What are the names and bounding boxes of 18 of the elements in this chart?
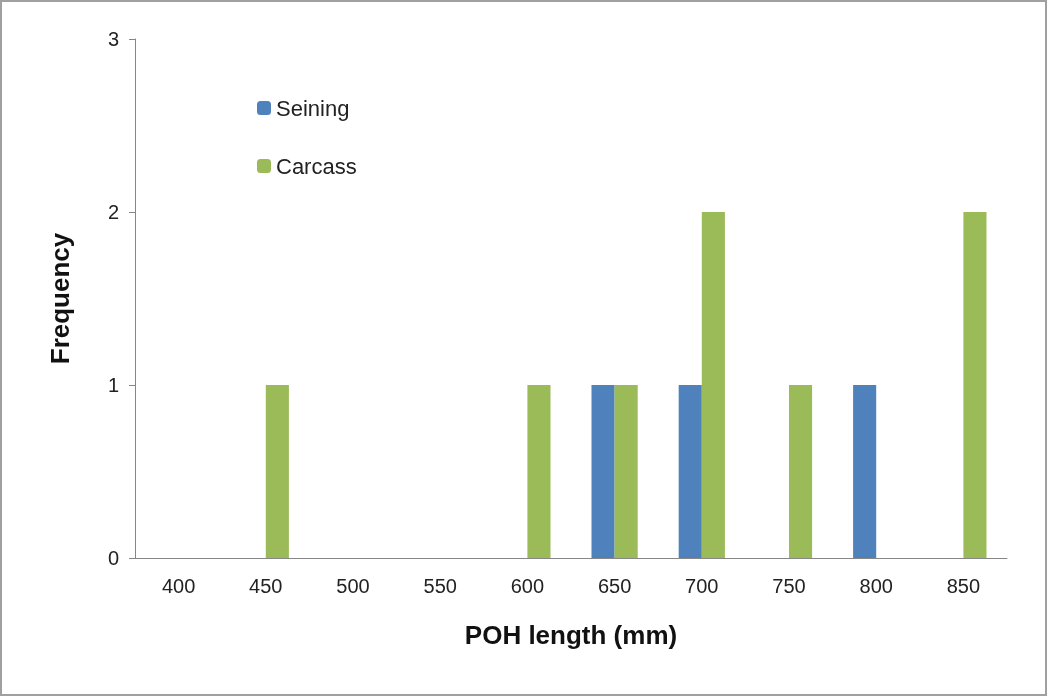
legend-label: Carcass — [276, 153, 357, 179]
x-tick-label: 450 — [249, 575, 283, 597]
x-tick-label: 850 — [946, 575, 981, 597]
x-tick-label: 650 — [597, 575, 632, 597]
y-tick-label: 3 — [107, 28, 119, 50]
x-axis-title: POH length (mm) — [464, 620, 678, 650]
x-tick-label: 700 — [685, 575, 719, 597]
y-tick-label: 2 — [107, 201, 119, 223]
y-tick-label: 0 — [107, 547, 119, 569]
x-tick-label: 500 — [336, 575, 370, 597]
x-tick-label: 750 — [772, 575, 806, 597]
legend-label: Seining — [276, 95, 350, 121]
x-tick-label: 550 — [423, 575, 457, 597]
x-tick-label: 400 — [161, 575, 196, 597]
x-tick-label: 600 — [510, 575, 545, 597]
y-axis-title: Frequency — [45, 232, 75, 365]
y-tick-label: 1 — [107, 374, 119, 396]
x-tick-label: 800 — [859, 575, 893, 597]
